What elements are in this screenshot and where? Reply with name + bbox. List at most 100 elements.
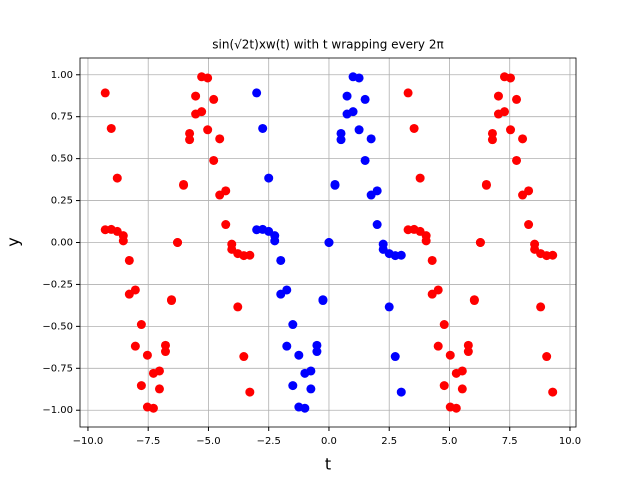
point [548,387,558,397]
point [203,73,213,83]
point [530,239,540,249]
point [336,135,346,145]
point [403,88,413,98]
point [245,250,255,260]
point [469,295,479,305]
point [112,173,122,183]
x-tick-label: 10.0 [559,436,581,447]
point [457,384,467,394]
point [100,88,110,98]
point [209,155,219,165]
point [415,226,425,236]
point [354,73,364,83]
point [312,340,322,350]
y-axis-label: y [4,237,23,246]
point [396,250,406,260]
point [264,226,274,236]
point [487,135,497,145]
x-tick-label: 7.5 [502,436,518,447]
point [130,285,140,295]
point [179,180,189,190]
x-axis-label: t [325,455,331,474]
point [354,125,364,135]
point [499,107,509,117]
point [160,340,170,350]
y-tick-label: 1.00 [51,70,73,81]
x-tick-label: −7.5 [136,436,160,447]
point [439,381,449,391]
x-tick-label: −5.0 [196,436,220,447]
x-tick-label: 5.0 [442,436,458,447]
point [245,387,255,397]
point [185,135,195,145]
point [221,220,231,230]
point [378,239,388,249]
point [215,190,225,200]
point [360,155,370,165]
y-tick-label: 0.00 [51,238,73,249]
point [258,123,268,133]
x-tick-label: 0.0 [321,436,337,447]
point [536,302,546,312]
y-tick-label: 0.25 [51,196,73,207]
plot-frame [79,57,577,428]
point [433,341,443,351]
point [312,347,322,357]
point [130,341,140,351]
point [112,226,122,236]
point [360,94,370,104]
point [306,366,316,376]
point [342,91,352,101]
point [506,73,516,83]
point [542,352,552,362]
point [409,123,419,133]
point [197,107,207,117]
point [390,352,400,362]
point [148,403,158,413]
point [487,128,497,138]
point [475,238,485,247]
x-tick-label: −10.0 [73,436,104,447]
point [233,302,243,312]
point [270,236,280,246]
y-tick-label: −0.75 [42,363,73,374]
point [463,347,473,357]
point [348,107,358,117]
point [421,236,431,246]
point [136,320,146,330]
point [445,350,455,360]
point [330,180,340,190]
point [433,285,443,295]
point [239,352,249,362]
point [512,155,522,165]
point [451,403,461,413]
point [518,190,528,200]
point [288,320,298,330]
y-tick-label: 0.50 [51,154,73,165]
point [524,220,534,230]
point [396,387,406,397]
point [427,255,437,265]
point [124,255,134,265]
point [493,91,503,101]
point [191,91,201,101]
point [264,173,274,183]
point [209,94,219,104]
y-tick-label: −0.25 [42,279,73,290]
point [415,173,425,183]
x-tick-label: −2.5 [257,436,281,447]
point [366,134,376,144]
point [167,295,177,305]
point [481,180,491,190]
point [118,236,128,246]
point [173,238,183,247]
point [318,295,328,305]
point [463,340,473,350]
point [136,381,146,391]
point [512,94,522,104]
point [457,366,467,376]
y-tick-label: −0.50 [42,321,73,332]
point [366,190,376,200]
point [288,381,298,391]
